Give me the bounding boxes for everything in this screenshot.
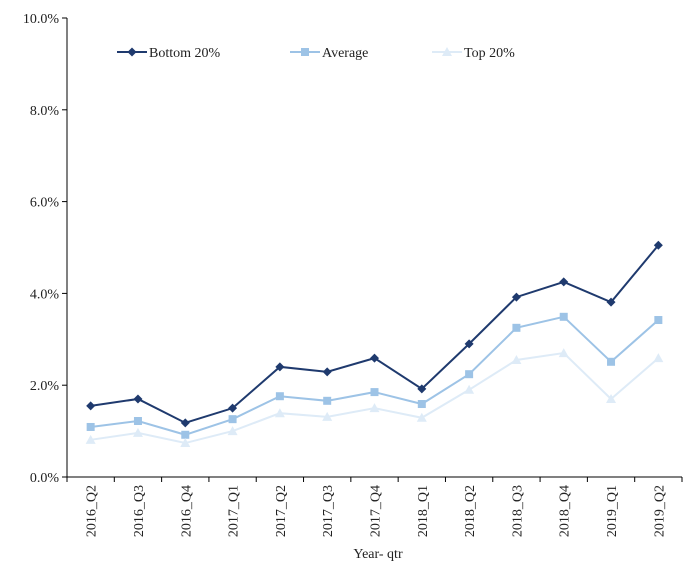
data-point (559, 312, 568, 321)
data-point (606, 297, 616, 307)
x-tick-label: 2016_Q4 (179, 485, 194, 537)
x-axis-label: Year- qtr (353, 547, 403, 562)
x-tick-label: 2018_Q4 (558, 485, 573, 537)
data-point (465, 370, 474, 379)
legend-label: Bottom 20% (149, 46, 221, 61)
data-point (133, 417, 142, 426)
x-tick-label: 2016_Q2 (85, 485, 100, 537)
data-point (606, 393, 617, 403)
x-tick-label: 2016_Q3 (132, 485, 147, 537)
x-tick-label: 2018_Q2 (463, 485, 478, 537)
data-point (132, 427, 143, 437)
x-tick-label: 2017_Q2 (274, 485, 289, 537)
series-line (90, 352, 659, 445)
data-point (416, 412, 427, 422)
series-line (90, 244, 660, 424)
legend-label: Top 20% (464, 46, 515, 61)
legend-label: Average (322, 46, 368, 61)
data-point (464, 339, 474, 349)
legend-marker (442, 47, 452, 56)
legend-marker (301, 48, 309, 56)
data-point (464, 384, 475, 394)
y-tick-label: 10.0% (23, 12, 60, 27)
x-tick-label: 2017_Q4 (369, 485, 384, 537)
legend-marker (127, 47, 137, 57)
data-point (653, 353, 664, 363)
data-point (369, 403, 380, 413)
data-point (180, 418, 190, 428)
data-point (86, 422, 95, 431)
data-point (511, 292, 521, 302)
data-point (512, 323, 521, 332)
x-tick-label: 2019_Q2 (652, 485, 667, 537)
x-tick-label: 2018_Q3 (510, 485, 525, 537)
data-point (370, 388, 379, 397)
x-tick-label: 2017_Q3 (321, 485, 336, 537)
data-point (228, 403, 238, 413)
y-tick-label: 6.0% (30, 196, 60, 211)
y-tick-label: 2.0% (30, 379, 60, 394)
y-tick-label: 4.0% (30, 287, 60, 302)
data-point (133, 394, 143, 404)
y-tick-label: 0.0% (30, 471, 60, 486)
x-tick-label: 2017_Q1 (227, 485, 242, 537)
data-point (654, 316, 663, 325)
x-tick-label: 2018_Q1 (416, 485, 431, 537)
data-point (607, 357, 616, 366)
data-point (511, 354, 522, 364)
y-tick-label: 8.0% (30, 104, 60, 119)
data-point (370, 353, 379, 363)
data-point (322, 411, 333, 421)
data-point (323, 396, 332, 405)
data-point (180, 438, 191, 448)
data-point (417, 400, 426, 409)
data-point (181, 430, 190, 439)
data-point (322, 367, 332, 377)
x-tick-label: 2019_Q1 (605, 485, 620, 537)
data-point (653, 240, 663, 250)
data-point (417, 384, 427, 394)
data-point (275, 362, 285, 372)
data-point (275, 392, 284, 401)
data-point (274, 408, 285, 418)
data-point (85, 434, 96, 444)
data-point (227, 426, 238, 436)
data-point (228, 415, 237, 424)
data-point (559, 277, 569, 287)
data-point (558, 348, 569, 358)
data-point (86, 401, 96, 411)
